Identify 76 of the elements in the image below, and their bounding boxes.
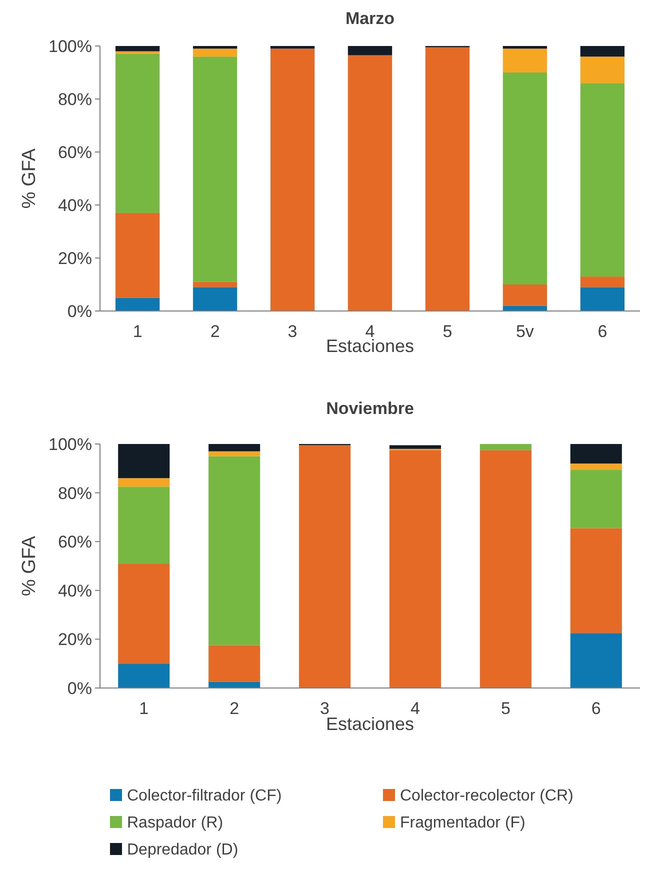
y-axis-title: % GFA <box>19 148 40 209</box>
y-tick-label: 40% <box>58 581 92 600</box>
bar <box>580 83 625 277</box>
legend-label: Fragmentador (F) <box>400 814 526 832</box>
bar <box>425 47 470 311</box>
bar <box>580 276 625 288</box>
bar <box>208 682 260 688</box>
bar <box>570 470 622 528</box>
y-tick-label: 40% <box>58 196 92 215</box>
y-tick-label: 60% <box>58 532 92 552</box>
bar <box>115 212 160 298</box>
bar <box>115 54 160 213</box>
bar <box>208 456 260 646</box>
x-tick-label: 5 <box>500 699 510 718</box>
bar <box>270 48 315 311</box>
bar <box>192 48 238 57</box>
bar <box>192 56 238 282</box>
y-axis-title: % GFA <box>19 536 40 596</box>
bar <box>570 444 622 464</box>
bar <box>298 445 351 688</box>
y-tick-label: 0% <box>67 678 92 698</box>
x-tick-label: 3 <box>288 322 298 341</box>
y-tick-label: 60% <box>58 142 92 162</box>
bar <box>502 306 548 311</box>
bar <box>480 444 532 450</box>
bar <box>502 48 548 72</box>
y-tick-label: 80% <box>58 90 92 109</box>
y-tick-label: 20% <box>58 630 92 650</box>
bar <box>389 445 442 449</box>
bar <box>118 564 170 664</box>
bar <box>118 478 170 487</box>
bar <box>118 664 170 688</box>
chart-title: Marzo <box>345 9 395 28</box>
bar <box>570 528 622 634</box>
bar <box>502 284 548 306</box>
bar <box>270 46 315 49</box>
legend-label: Raspador (R) <box>127 814 224 832</box>
bar <box>115 46 160 52</box>
x-tick-label: 5v <box>516 322 534 341</box>
bar <box>208 444 260 452</box>
x-tick-label: 2 <box>230 699 240 718</box>
y-tick-label: 0% <box>67 302 92 321</box>
x-tick-label: 2 <box>210 322 220 341</box>
bar <box>580 56 625 84</box>
bar <box>115 51 160 54</box>
x-tick-label: 1 <box>132 322 142 341</box>
bar <box>580 287 625 311</box>
bar <box>348 46 392 56</box>
chart-title: Noviembre <box>326 399 414 418</box>
y-tick-label: 100% <box>48 36 92 56</box>
bar <box>208 645 260 682</box>
x-tick-label: 1 <box>139 699 149 718</box>
bar <box>480 450 532 688</box>
bar <box>348 55 392 311</box>
y-tick-label: 100% <box>48 434 92 454</box>
bar <box>115 298 160 311</box>
bar <box>118 444 170 478</box>
legend-label: Depredador (D) <box>127 842 238 859</box>
y-tick-label: 80% <box>58 484 92 503</box>
bar <box>570 464 622 470</box>
x-tick-label: 5 <box>442 322 452 341</box>
legend-label: Colector-recolector (CR) <box>400 788 574 805</box>
bar <box>502 46 548 49</box>
bar <box>118 486 170 564</box>
x-tick-label: 6 <box>598 322 608 341</box>
x-tick-label: 6 <box>591 699 601 718</box>
legend-label: Colector-filtrador (CF) <box>127 788 282 805</box>
bar <box>192 282 238 288</box>
bar <box>580 46 625 57</box>
bar <box>192 287 238 311</box>
bar <box>389 450 442 688</box>
bar <box>192 46 238 49</box>
bar <box>570 633 622 688</box>
bar <box>208 451 260 456</box>
bar <box>502 72 548 284</box>
y-tick-label: 20% <box>58 248 92 268</box>
